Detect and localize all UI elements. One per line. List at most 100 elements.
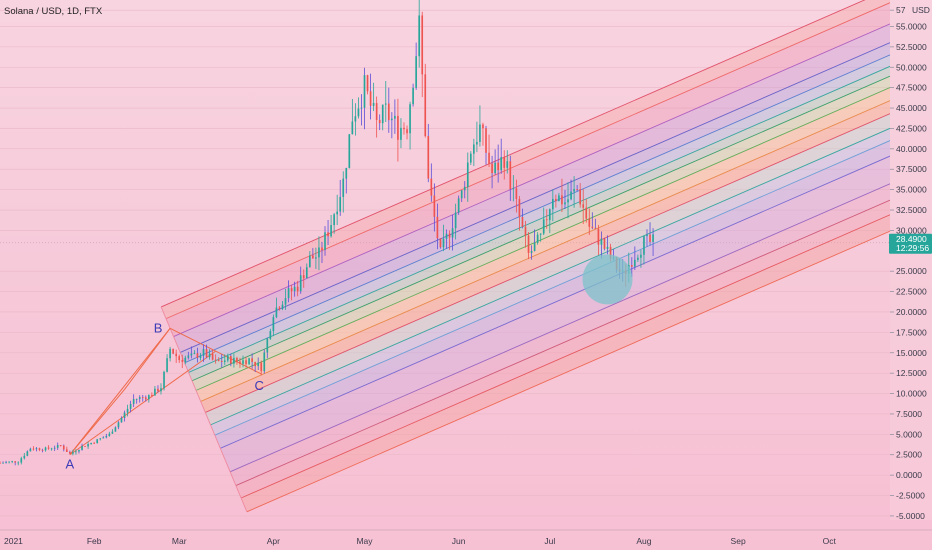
channel-line[interactable]: [160, 0, 890, 308]
channel-line[interactable]: [210, 127, 891, 426]
candle-body: [205, 349, 208, 358]
chart-title: Solana / USD, 1D, FTX: [4, 6, 103, 17]
channel-band: [210, 128, 890, 436]
channel-line[interactable]: [205, 113, 891, 413]
candle-body: [302, 275, 305, 279]
channel-line[interactable]: [188, 65, 891, 373]
candle-body: [530, 250, 533, 253]
candle-body: [591, 226, 594, 228]
highlight-circle[interactable]: [582, 254, 633, 305]
candle-body: [476, 141, 478, 145]
channel-line[interactable]: [195, 87, 891, 391]
pitchfork-line[interactable]: [69, 350, 216, 456]
candle-body: [108, 433, 111, 436]
candle-body: [38, 448, 41, 450]
channel-band: [214, 140, 890, 449]
candle-body: [421, 15, 424, 75]
candle-body: [69, 451, 71, 454]
candle-body: [169, 348, 171, 359]
channel-band: [235, 200, 890, 498]
candle-body: [445, 233, 448, 239]
candle-body: [427, 136, 430, 179]
channel-band: [205, 113, 891, 425]
candle-body: [166, 358, 168, 372]
candle-body: [141, 397, 144, 398]
candle-body: [117, 422, 120, 428]
channel-line[interactable]: [240, 214, 891, 499]
candle-body: [78, 449, 80, 452]
candle-body: [56, 445, 59, 448]
candle-body: [193, 353, 196, 355]
candle-body: [62, 445, 65, 450]
candle-body: [0, 462, 1, 464]
candle-body: [53, 447, 56, 449]
last-price-badge[interactable]: [889, 233, 932, 254]
candle-body: [190, 353, 193, 356]
pivot-label-b[interactable]: B: [154, 320, 163, 335]
price-axis[interactable]: 57 55.0000 52.5000 50.0000 47.5000 45.0000 42.…: [889, 0, 932, 521]
candle-body: [542, 219, 545, 234]
y-tick-label: 52.5000: [896, 42, 927, 52]
candle-body: [649, 234, 651, 243]
highlight-circle-layer[interactable]: [582, 254, 633, 305]
candle-body: [336, 211, 339, 215]
candle-body: [129, 403, 132, 409]
candle-body: [479, 124, 481, 142]
pitchfork-line[interactable]: [124, 328, 171, 390]
candle-body: [148, 395, 150, 400]
pitchfork-line[interactable]: [69, 389, 125, 456]
candle-body: [551, 198, 554, 210]
pitchfork-channel[interactable]: [160, 0, 891, 513]
candle-body: [372, 103, 375, 106]
channel-line[interactable]: [220, 155, 891, 449]
y-tick-label: 32.5000: [896, 205, 927, 215]
channel-line[interactable]: [180, 42, 891, 353]
candle-body: [324, 232, 326, 250]
candle-body: [555, 198, 557, 202]
candle-body: [93, 442, 95, 444]
channel-line[interactable]: [191, 75, 891, 382]
candle-body: [184, 357, 187, 362]
candle-body: [527, 235, 530, 253]
pivot-label-c[interactable]: C: [255, 378, 264, 393]
channel-line[interactable]: [173, 23, 891, 337]
candle-body: [59, 445, 62, 446]
channel-edge[interactable]: [160, 306, 248, 512]
x-tick-label: Feb: [87, 536, 102, 546]
pivot-label-a[interactable]: A: [66, 457, 75, 472]
channel-line[interactable]: [200, 100, 891, 402]
time-axis-bg[interactable]: [0, 530, 932, 550]
candle-body: [312, 255, 314, 259]
y-tick-label: 0.0000: [896, 470, 922, 480]
channel-line[interactable]: [246, 230, 891, 513]
candle-body: [269, 331, 272, 339]
channel-line[interactable]: [235, 199, 891, 486]
pivot-labels[interactable]: A B C: [66, 320, 264, 471]
pitchfork-handles[interactable]: [69, 327, 262, 456]
candle-body: [567, 199, 569, 203]
candle-body: [630, 265, 633, 267]
y-tick-label: 57: [896, 5, 906, 15]
candle-body: [330, 225, 332, 237]
time-axis[interactable]: 2021 Feb Mar Apr May Jun Jul Aug Sep Oct: [0, 529, 932, 550]
candle-body: [366, 75, 369, 92]
y-tick-label: 17.5000: [896, 327, 927, 337]
y-tick-label: 35.0000: [896, 185, 927, 195]
candle-body: [266, 338, 269, 353]
pitchfork-line[interactable]: [69, 327, 171, 456]
candle-body: [44, 447, 47, 451]
channel-line[interactable]: [165, 2, 891, 320]
channel-line[interactable]: [229, 183, 891, 473]
candle-body: [187, 355, 190, 358]
candle-body: [506, 161, 509, 168]
channel-line[interactable]: [214, 140, 891, 436]
candle-body: [415, 56, 417, 88]
candle-body: [403, 127, 405, 130]
candle-body: [175, 353, 178, 357]
price-axis-bg[interactable]: [890, 0, 932, 520]
candle-body: [451, 228, 454, 238]
candle-body: [99, 438, 102, 440]
channel-line[interactable]: [184, 54, 891, 364]
candle-body: [72, 452, 74, 454]
